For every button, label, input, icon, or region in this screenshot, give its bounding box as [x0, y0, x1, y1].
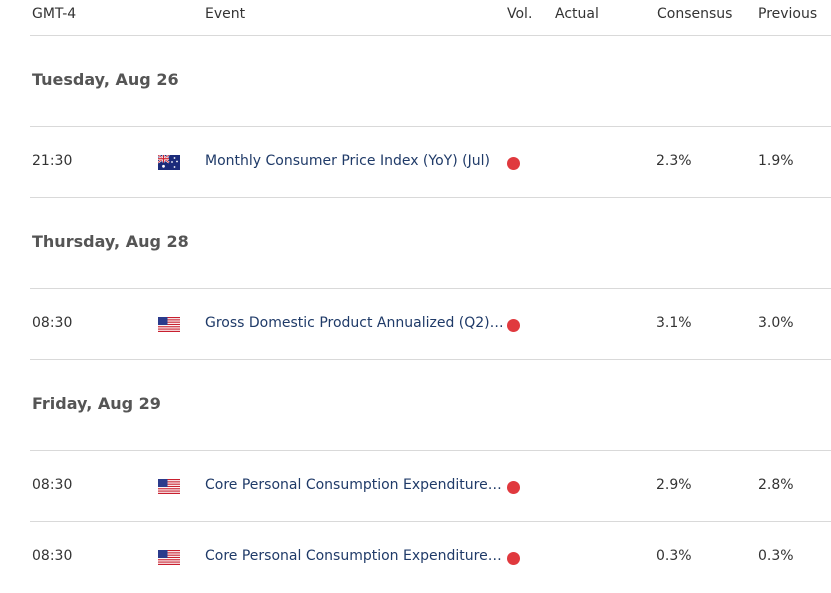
event-time: 08:30	[32, 477, 73, 493]
day-group-header: Tuesday, Aug 26	[0, 36, 831, 126]
high-volatility-icon	[507, 157, 520, 170]
high-volatility-icon	[507, 481, 520, 494]
header-divider	[30, 35, 831, 36]
row-divider	[30, 450, 831, 451]
event-previous: 3.0%	[758, 315, 794, 331]
event-previous: 2.8%	[758, 477, 794, 493]
event-consensus: 2.9%	[656, 477, 692, 493]
event-time: 08:30	[32, 315, 73, 331]
event-previous: 0.3%	[758, 548, 794, 564]
event-row[interactable]: 08:30 Core Personal Consumption Expendit…	[0, 522, 831, 593]
event-row[interactable]: 08:30 Core Personal Consumption Expendit…	[0, 451, 831, 522]
row-divider	[30, 521, 831, 522]
vol-header: Vol.	[507, 6, 533, 22]
us-flag-icon	[158, 317, 180, 332]
row-divider	[30, 197, 831, 198]
day-label: Thursday, Aug 28	[32, 232, 189, 251]
row-divider	[30, 288, 831, 289]
table-header: GMT-4 Event Vol. Actual Consensus Previo…	[0, 0, 831, 36]
consensus-header: Consensus	[657, 6, 733, 22]
event-name-link[interactable]: Core Personal Consumption Expenditures …	[205, 477, 507, 493]
event-consensus: 3.1%	[656, 315, 692, 331]
high-volatility-icon	[507, 552, 520, 565]
event-header: Event	[205, 6, 246, 22]
event-name-link[interactable]: Monthly Consumer Price Index (YoY) (Jul)	[205, 153, 490, 169]
actual-header: Actual	[555, 6, 599, 22]
event-name-link[interactable]: Gross Domestic Product Annualized (Q2)P…	[205, 315, 507, 331]
event-time: 08:30	[32, 548, 73, 564]
us-flag-icon	[158, 479, 180, 494]
day-label: Tuesday, Aug 26	[32, 70, 179, 89]
previous-header: Previous	[758, 6, 818, 22]
australia-flag-icon	[158, 155, 180, 170]
event-consensus: 0.3%	[656, 548, 692, 564]
event-previous: 1.9%	[758, 153, 794, 169]
high-volatility-icon	[507, 319, 520, 332]
event-row[interactable]: 08:30 Gross Domestic Product Annualized …	[0, 289, 831, 360]
day-group-header: Thursday, Aug 28	[0, 198, 831, 288]
row-divider	[30, 359, 831, 360]
event-row[interactable]: 21:30 Monthly Consumer Price Index (YoY)…	[0, 127, 831, 198]
day-group-header: Friday, Aug 29	[0, 360, 831, 450]
row-divider	[30, 126, 831, 127]
event-time: 21:30	[32, 153, 73, 169]
event-name-link[interactable]: Core Personal Consumption Expenditures …	[205, 548, 507, 564]
event-consensus: 2.3%	[656, 153, 692, 169]
day-label: Friday, Aug 29	[32, 394, 161, 413]
us-flag-icon	[158, 550, 180, 565]
timezone-header[interactable]: GMT-4	[32, 6, 77, 22]
